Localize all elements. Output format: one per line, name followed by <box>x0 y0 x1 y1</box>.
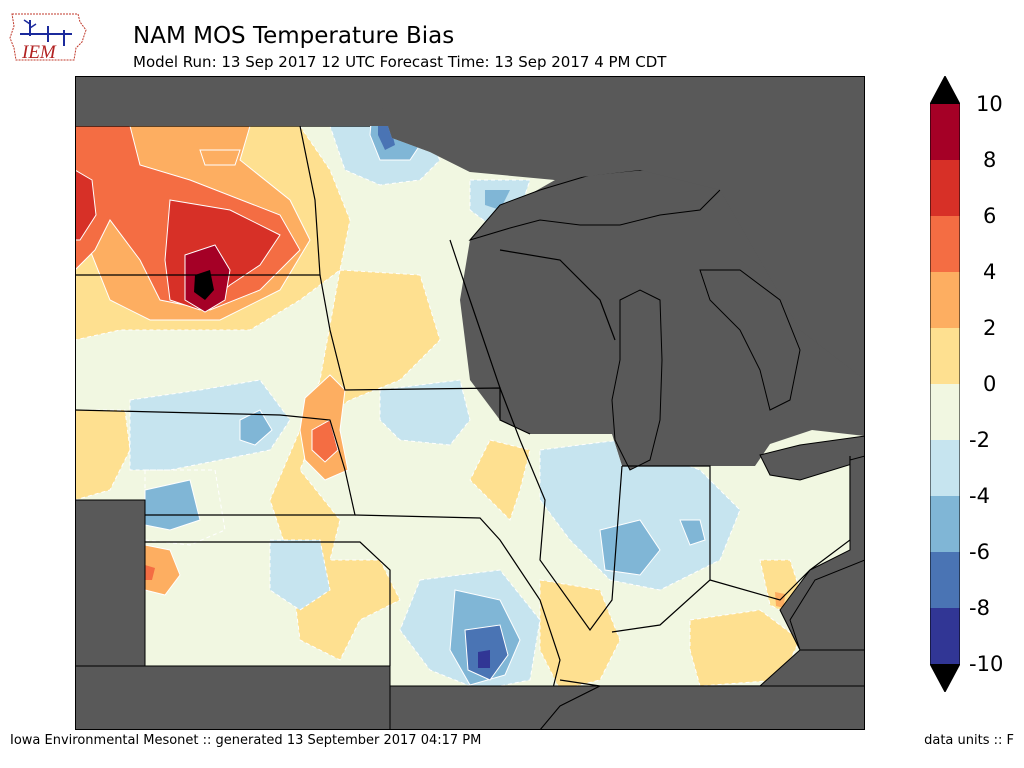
footer-units: data units :: F <box>924 733 1014 748</box>
cool-region-missouri-8 <box>478 650 490 668</box>
map-frame <box>75 76 865 730</box>
colorbar-tick-label: 4 <box>983 260 997 284</box>
cool-region-nebraska-4 <box>239 409 273 446</box>
colorbar-arrow-top <box>930 76 960 104</box>
cool-region-indiana <box>539 439 741 591</box>
svg-text:IEM: IEM <box>21 42 57 63</box>
lake-superior <box>468 169 721 241</box>
warm-band-south <box>539 579 621 691</box>
colorbar-tick-label: -10 <box>969 652 1004 676</box>
bias-map <box>75 76 865 730</box>
colorbar-segment <box>930 160 960 216</box>
colorbar-tick-label: -2 <box>969 428 990 452</box>
colorbar-segment <box>930 272 960 328</box>
colorbar-segment <box>930 104 960 160</box>
colorbar-segment <box>930 384 960 440</box>
colorbar-tick-label: 0 <box>983 372 997 396</box>
colorbar-tick-label: -4 <box>969 484 990 508</box>
outside-region-west <box>75 499 146 667</box>
outside-region-southwest <box>75 665 391 730</box>
warm-spot-southwest-4 <box>145 565 155 580</box>
warm-spot-omaha-4 <box>311 419 339 463</box>
outside-region-east <box>758 455 865 687</box>
warm-band-missouri <box>469 439 531 521</box>
warm-region-nw-10 <box>194 270 214 300</box>
footer-source: Iowa Environmental Mesonet :: generated … <box>10 733 482 748</box>
cool-region-kansas-south <box>269 539 331 611</box>
colorbar-arrow-bottom <box>930 664 960 692</box>
colorbar-segment <box>930 328 960 384</box>
cool-region-iowa <box>379 379 471 446</box>
warm-region-west <box>75 409 131 501</box>
lake-michigan <box>611 289 663 471</box>
colorbar-tick-label: -6 <box>969 540 990 564</box>
chart-subtitle: Model Run: 13 Sep 2017 12 UTC Forecast T… <box>133 53 667 71</box>
outside-region-southeast <box>539 685 865 730</box>
colorbar-tick-label: -8 <box>969 596 990 620</box>
cool-region-upper-mi-4 <box>485 190 510 210</box>
warm-spot-north-dakota <box>199 149 241 166</box>
colorbar-segment <box>930 496 960 552</box>
colorbar-tick-label: 10 <box>976 92 1003 116</box>
chart-title: NAM MOS Temperature Bias <box>133 23 455 49</box>
warm-band-kentucky <box>689 609 801 687</box>
colorbar-tick-label: 8 <box>983 148 997 172</box>
colorbar <box>929 74 961 694</box>
colorbar-segment <box>930 440 960 496</box>
colorbar-tick-label: 6 <box>983 204 997 228</box>
colorbar-segment <box>930 608 960 664</box>
colorbar-segment <box>930 216 960 272</box>
warm-region-nw-edge-6 <box>75 169 97 241</box>
colorbar-segment <box>930 552 960 608</box>
outside-region-northeast <box>382 76 865 380</box>
colorbar-tick-label: 2 <box>983 316 997 340</box>
lake-huron <box>699 269 801 411</box>
iem-logo: IEM <box>8 8 88 66</box>
lake-erie <box>759 435 865 481</box>
cool-region-ohio-4 <box>679 519 706 546</box>
cool-region-nebraska <box>129 379 291 471</box>
